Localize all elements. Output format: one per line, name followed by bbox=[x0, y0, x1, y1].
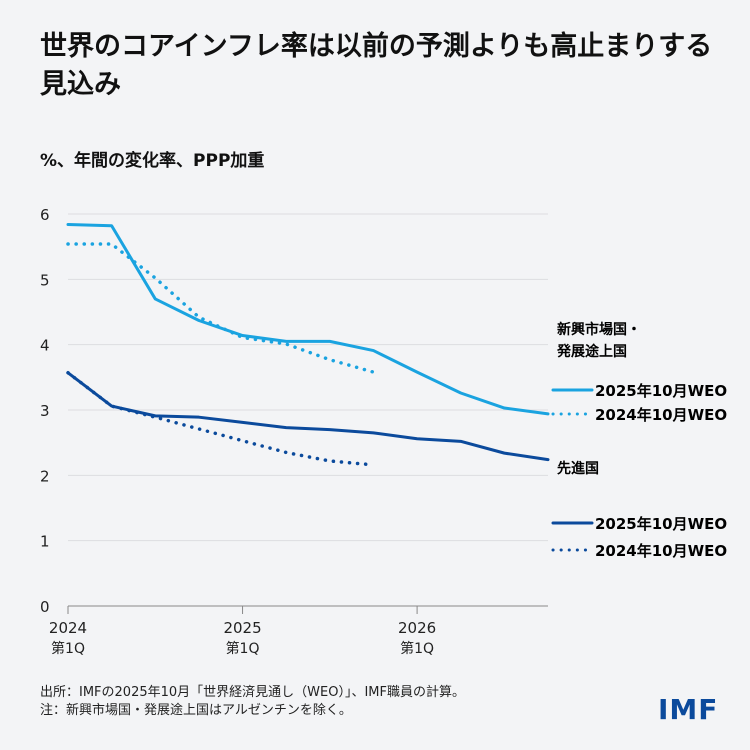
y-tick-label: 0 bbox=[40, 598, 50, 616]
note-text: 注：新興市場国・発展途上国はアルゼンチンを除く。 bbox=[40, 703, 352, 718]
x-tick-quarter: 第1Q bbox=[226, 640, 260, 657]
x-tick-quarter: 第1Q bbox=[51, 640, 85, 657]
chart-title: 世界のコアインフレ率は以前の予測よりも高止まりする見込み bbox=[40, 31, 713, 100]
imf-logo: IMF bbox=[658, 693, 719, 726]
y-tick-label: 3 bbox=[40, 402, 50, 420]
x-tick-year: 2024 bbox=[49, 619, 87, 637]
legend-label: 2025年10月WEO bbox=[595, 382, 727, 400]
legend-group-label: 先進国 bbox=[557, 460, 599, 477]
y-axis-label: %、年間の変化率、PPP加重 bbox=[40, 151, 265, 171]
series-line bbox=[66, 222, 550, 416]
legend-group-label: 新興市場国・ bbox=[557, 321, 641, 338]
y-tick-label: 4 bbox=[40, 337, 50, 355]
legend-label: 2024年10月WEO bbox=[595, 542, 727, 560]
y-tick-label: 6 bbox=[40, 206, 50, 224]
y-tick-label: 5 bbox=[40, 271, 50, 289]
legend-label: 2024年10月WEO bbox=[595, 406, 727, 424]
x-tick-year: 2025 bbox=[223, 619, 261, 637]
legend-label: 2025年10月WEO bbox=[595, 515, 727, 533]
x-tick-year: 2026 bbox=[398, 619, 436, 637]
series-line bbox=[66, 242, 376, 374]
series-line bbox=[66, 371, 550, 462]
x-tick-quarter: 第1Q bbox=[400, 640, 434, 657]
y-tick-label: 1 bbox=[40, 533, 50, 551]
source-text: 出所：IMFの2025年10月「世界経済見通し（WEO）」、IMF職員の計算。 bbox=[40, 685, 465, 700]
y-tick-label: 2 bbox=[40, 467, 50, 485]
legend-group-label: 発展途上国 bbox=[556, 343, 627, 360]
source-note: 出所：IMFの2025年10月「世界経済見通し（WEO）」、IMF職員の計算。 … bbox=[40, 684, 465, 720]
